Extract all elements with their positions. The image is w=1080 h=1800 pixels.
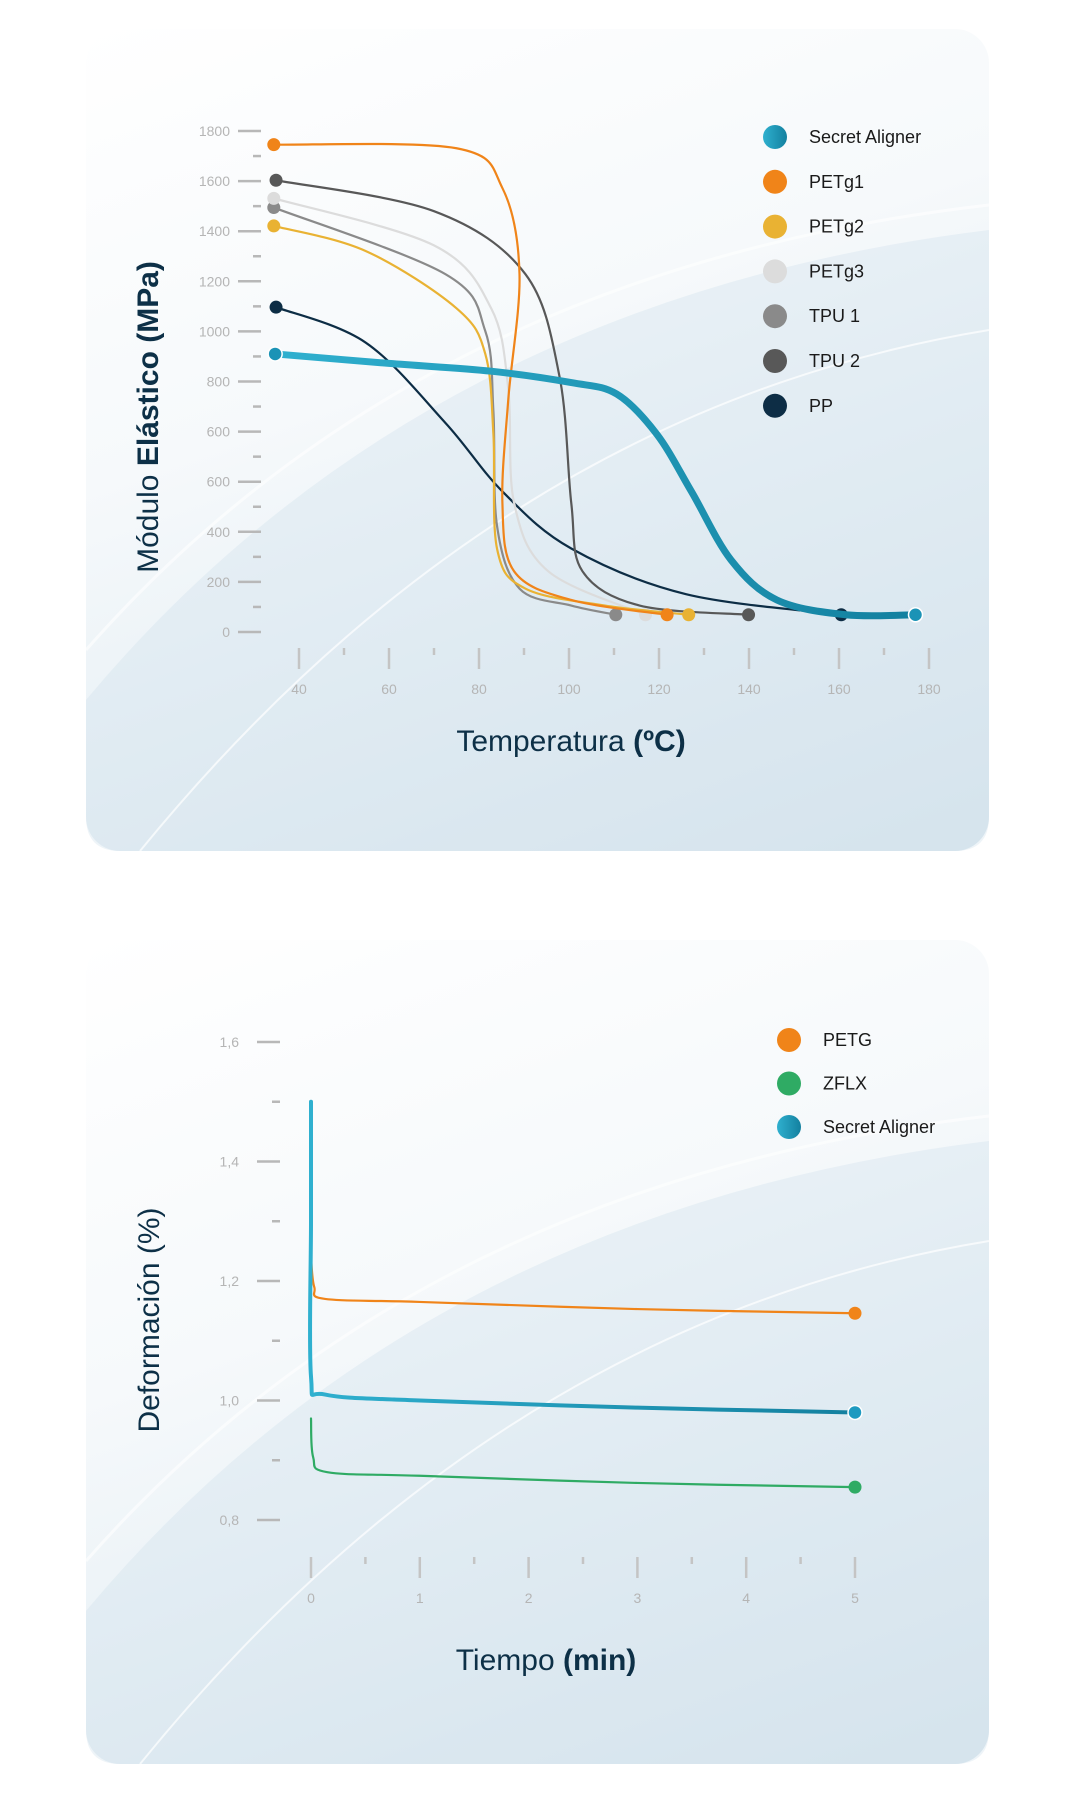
- end-point-petg: [848, 1306, 862, 1320]
- series-line-secret-aligner: [271, 350, 919, 620]
- y-tick-label: 800: [207, 374, 231, 390]
- y-tick-label: 1,4: [220, 1154, 240, 1170]
- legend-label-secret-aligner: Secret Aligner: [809, 127, 921, 147]
- legend-label-tpu-2: TPU 2: [809, 351, 860, 371]
- legend-swatch-petg1: [763, 169, 787, 194]
- x-tick-label: 160: [827, 681, 851, 697]
- y-tick-label: 0: [222, 624, 230, 640]
- start-point-petg3: [267, 191, 281, 205]
- end-point-zflx: [848, 1480, 862, 1494]
- y-tick-label: 200: [207, 574, 231, 590]
- start-point-pp: [269, 300, 283, 314]
- legend-label-petg3: PETg3: [809, 261, 864, 281]
- y-tick-label: 1,2: [220, 1273, 240, 1289]
- background-swoosh: [84, 1114, 990, 1765]
- legend-label-pp: PP: [809, 396, 833, 416]
- x-tick-label: 3: [634, 1590, 642, 1606]
- start-point-petg2: [267, 219, 281, 233]
- start-point-secret-aligner: [267, 346, 283, 362]
- series-line-petg: [309, 1256, 857, 1315]
- x-tick-label: 5: [851, 1590, 859, 1606]
- x-tick-label: 0: [307, 1590, 315, 1606]
- legend-label-tpu-1: TPU 1: [809, 306, 860, 326]
- legend-swatch-petg2: [763, 214, 787, 239]
- chart-2-marks: 1,6 1,4 1,2 1,0 0,8 0 1 2 3 4 5 PETG ZFLX Secret Alig…: [220, 1028, 935, 1606]
- x-axis-title-1: Temperatura (ºC): [456, 725, 685, 758]
- y-tick-label: 0,8: [220, 1512, 240, 1528]
- legend-swatch-secret-aligner: [777, 1115, 801, 1139]
- y-tick-label: 1400: [199, 223, 230, 239]
- x-tick-label: 4: [742, 1590, 750, 1606]
- end-point-tpu-1: [609, 608, 623, 622]
- elastic-modulus-chart-card: [86, 29, 989, 851]
- legend-label-petg2: PETg2: [809, 217, 864, 237]
- end-point-secret-aligner: [847, 1404, 863, 1421]
- background-swoosh: [84, 203, 990, 852]
- series-line-secret-aligner: [307, 1099, 857, 1415]
- series-line-zflx: [309, 1417, 857, 1489]
- legend-swatch-zflx: [777, 1071, 801, 1096]
- start-point-tpu-2: [269, 173, 283, 187]
- legend-swatch-tpu-2: [763, 349, 787, 373]
- series-line-tpu-2: [274, 179, 750, 616]
- y-tick-label: 600: [207, 424, 231, 440]
- legend-swatch-pp: [763, 393, 787, 418]
- end-point-secret-aligner: [907, 606, 924, 623]
- x-tick-label: 40: [291, 681, 307, 697]
- legend-label-zflx: ZFLX: [823, 1074, 867, 1094]
- legend-label-petg: PETG: [823, 1030, 872, 1050]
- legend-label-petg1: PETg1: [809, 172, 864, 192]
- y-tick-label: 600: [207, 474, 231, 490]
- y-tick-label: 400: [207, 524, 231, 540]
- y-tick-label: 1200: [199, 273, 230, 289]
- legend-label-secret-aligner: Secret Aligner: [823, 1117, 935, 1137]
- y-tick-label: 1000: [199, 323, 230, 339]
- x-tick-label: 120: [647, 681, 671, 697]
- x-tick-label: 1: [416, 1590, 424, 1606]
- chart-1-marks: 1800 1600 1400 1200 1000 800 600 600 400 200 0 40 60…: [199, 123, 941, 697]
- x-tick-label: 2: [525, 1590, 533, 1606]
- y-axis-title-1: Módulo Elástico (MPa): [132, 261, 165, 573]
- legend-swatch-petg3: [763, 259, 787, 284]
- y-axis-title-2: Deformación (%): [133, 1207, 166, 1432]
- start-point-petg1: [267, 138, 281, 152]
- series-line-pp: [274, 306, 843, 616]
- x-tick-label: 180: [917, 681, 941, 697]
- y-tick-label: 1800: [199, 123, 230, 139]
- x-tick-label: 80: [471, 681, 487, 697]
- x-tick-label: 140: [737, 681, 761, 697]
- legend-swatch-tpu-1: [763, 304, 787, 329]
- y-tick-label: 1,6: [220, 1034, 240, 1050]
- y-tick-label: 1,0: [220, 1393, 240, 1409]
- end-point-petg2: [682, 608, 696, 622]
- x-tick-label: 100: [557, 681, 581, 697]
- deformation-chart-card: [86, 940, 989, 1764]
- legend-swatch-petg: [777, 1028, 801, 1052]
- end-point-tpu-2: [742, 608, 756, 622]
- x-tick-label: 60: [381, 681, 397, 697]
- end-point-petg1: [660, 608, 674, 622]
- legend-swatch-secret-aligner: [763, 125, 787, 149]
- series-line-petg1: [272, 142, 669, 616]
- x-axis-title-2: Tiempo (min): [456, 1644, 637, 1677]
- y-tick-label: 1600: [199, 173, 230, 189]
- start-point-tpu-1: [267, 201, 281, 215]
